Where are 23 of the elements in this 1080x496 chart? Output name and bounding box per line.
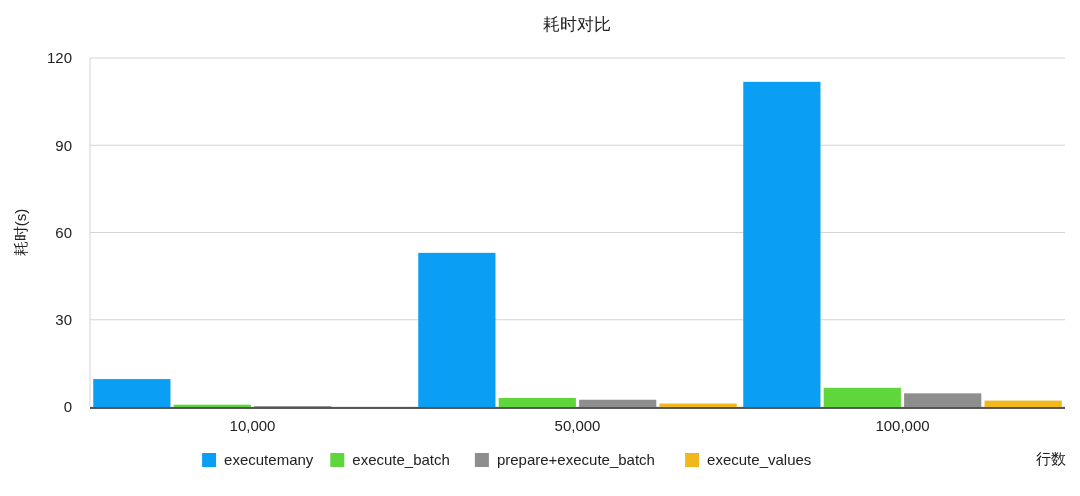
legend-label: execute_values xyxy=(707,451,812,469)
legend-label: execute_batch xyxy=(352,451,450,469)
y-tick-label: 30 xyxy=(55,311,72,328)
bar xyxy=(498,397,576,407)
bar xyxy=(823,387,901,407)
bar xyxy=(904,393,982,407)
y-tick-label: 120 xyxy=(46,49,72,67)
y-axis-title: 耗时(s) xyxy=(12,208,29,257)
bar xyxy=(93,379,171,407)
chart-title: 耗时对比 xyxy=(543,15,611,34)
x-tick-label: 10,000 xyxy=(229,417,276,434)
x-axis-title: 行数 xyxy=(1036,450,1066,467)
bar xyxy=(579,399,657,407)
x-tick-label: 100,000 xyxy=(875,417,930,434)
y-tick-label: 60 xyxy=(55,223,72,241)
bar xyxy=(984,400,1062,407)
legend-label: executemany xyxy=(224,451,314,469)
x-tick-label: 50,000 xyxy=(554,417,601,434)
bar xyxy=(418,252,496,407)
legend-label: prepare+execute_batch xyxy=(496,451,655,469)
y-tick-label: 0 xyxy=(63,398,72,416)
bar xyxy=(743,81,821,407)
y-tick-label: 90 xyxy=(55,136,72,154)
